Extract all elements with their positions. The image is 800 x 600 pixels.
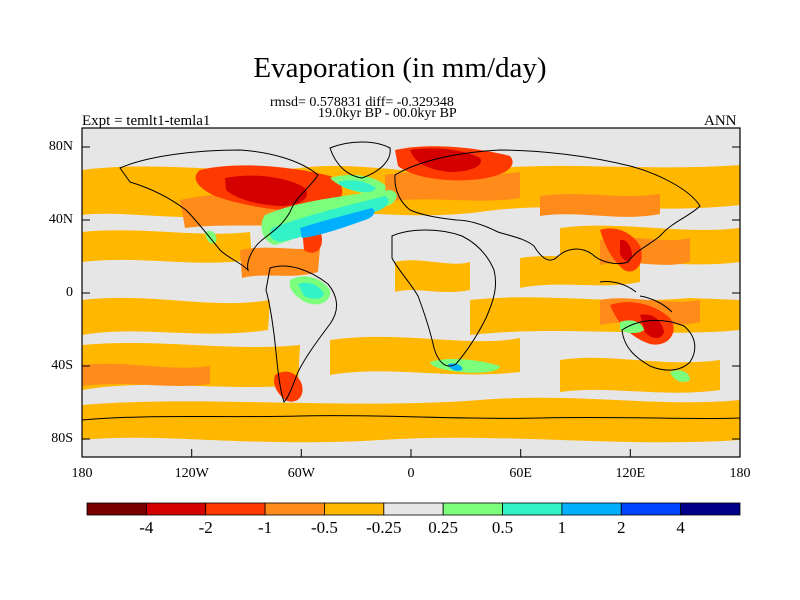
colorbar-swatch bbox=[680, 502, 741, 516]
anomaly-band-dark-red bbox=[225, 148, 664, 338]
season-label: ANN bbox=[704, 113, 737, 129]
colorbar-level-label: 0.25 bbox=[428, 518, 459, 537]
lon-label-0: 0 bbox=[407, 466, 415, 481]
greenland-coast bbox=[329, 141, 391, 179]
lat-label-80s: 80S bbox=[51, 431, 73, 446]
lon-label-180-west: 180 bbox=[71, 466, 93, 481]
south-america-coast bbox=[265, 265, 337, 403]
australia-coast bbox=[621, 319, 696, 371]
colorbar-swatch bbox=[205, 502, 266, 516]
stats-line: rmsd= 0.578831 diff= -0.329348 bbox=[270, 95, 454, 110]
colorbar-level-label: 0.5 bbox=[491, 518, 514, 537]
colorbar-swatch bbox=[324, 502, 385, 516]
colorbar bbox=[86, 502, 741, 516]
colorbar-level-label: 1 bbox=[557, 518, 567, 537]
southeast-asia-islands bbox=[599, 281, 673, 313]
colorbar-swatch bbox=[264, 502, 325, 516]
colorbar-swatch bbox=[442, 502, 503, 516]
lon-label-120w: 120W bbox=[174, 466, 209, 481]
colorbar-level-label: -1 bbox=[257, 518, 273, 537]
map-title: Evaporation (in mm/day) bbox=[253, 52, 547, 84]
coastlines bbox=[82, 141, 740, 421]
colorbar-swatch bbox=[561, 502, 622, 516]
colorbar-level-label: -0.5 bbox=[310, 518, 338, 537]
antarctica-coast bbox=[82, 415, 740, 421]
colorbar-level-label: -2 bbox=[198, 518, 213, 537]
africa-coast bbox=[391, 229, 497, 367]
colorbar-swatch bbox=[145, 502, 207, 516]
colorbar-swatch bbox=[502, 502, 563, 516]
colorbar-level-label: 2 bbox=[617, 518, 626, 537]
colorbar-swatch bbox=[620, 502, 682, 516]
lat-label-40s: 40S bbox=[51, 358, 73, 373]
lon-label-120e: 120E bbox=[615, 466, 646, 481]
eurasia-coast bbox=[394, 149, 701, 265]
lon-label-60w: 60W bbox=[287, 466, 315, 481]
lon-label-180-east: 180 bbox=[729, 466, 751, 481]
colorbar-swatch bbox=[383, 502, 444, 516]
lat-label-0: 0 bbox=[66, 285, 73, 300]
lat-label-40n: 40N bbox=[48, 212, 73, 227]
north-america-coast bbox=[119, 149, 319, 272]
colorbar-level-label: -0.25 bbox=[366, 518, 402, 537]
lon-label-60e: 60E bbox=[509, 466, 532, 481]
colorbar-swatch bbox=[86, 502, 147, 516]
colorbar-level-label: 4 bbox=[676, 518, 685, 537]
lat-label-80n: 80N bbox=[48, 139, 73, 154]
map-field bbox=[82, 128, 740, 457]
axis-ticks bbox=[81, 146, 741, 457]
experiment-label: Expt = temlt1-temla1 bbox=[82, 113, 211, 129]
positive-anomalies bbox=[205, 174, 690, 382]
colorbar-level-label: -4 bbox=[139, 518, 154, 537]
period-line: 19.0kyr BP - 00.0kyr BP bbox=[318, 106, 457, 121]
